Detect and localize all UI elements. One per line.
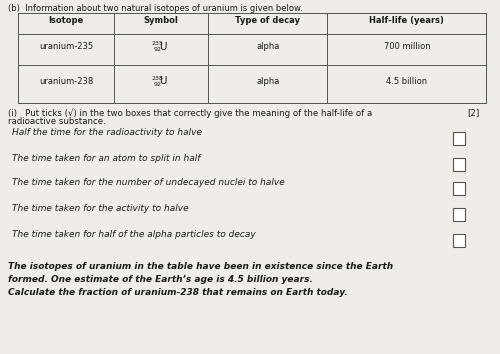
Text: U: U (160, 76, 167, 86)
Text: The time taken for the activity to halve: The time taken for the activity to halve (12, 204, 188, 213)
Text: The time taken for an atom to split in half: The time taken for an atom to split in h… (12, 154, 200, 163)
Text: Half-life (years): Half-life (years) (370, 16, 444, 25)
Text: 4.5 billion: 4.5 billion (386, 76, 428, 86)
Text: Isotope: Isotope (48, 16, 84, 25)
Text: radioactive substance.: radioactive substance. (8, 117, 106, 126)
Text: Half the time for the radioactivity to halve: Half the time for the radioactivity to h… (12, 128, 202, 137)
Text: 700 million: 700 million (384, 42, 430, 51)
Text: [2]: [2] (467, 108, 479, 117)
Text: alpha: alpha (256, 76, 280, 86)
Text: Calculate the fraction of uranium-238 that remains on Earth today.: Calculate the fraction of uranium-238 th… (8, 288, 347, 297)
Text: (i)   Put ticks (√) in the two boxes that correctly give the meaning of the half: (i) Put ticks (√) in the two boxes that … (8, 108, 372, 118)
Bar (452, 158, 466, 171)
Text: The time taken for the number of undecayed nuclei to halve: The time taken for the number of undecay… (12, 178, 284, 187)
Text: 92: 92 (154, 81, 162, 86)
Bar (452, 234, 466, 247)
Text: 238: 238 (152, 75, 163, 80)
Bar (452, 182, 466, 195)
Text: 92: 92 (154, 47, 162, 52)
Text: The isotopes of uranium in the table have been in existence since the Earth: The isotopes of uranium in the table hav… (8, 262, 393, 271)
Text: The time taken for half of the alpha particles to decay: The time taken for half of the alpha par… (12, 230, 256, 239)
Bar (18, 13, 486, 103)
Bar (452, 132, 466, 145)
Text: alpha: alpha (256, 42, 280, 51)
Text: (b)  Information about two natural isotopes of uranium is given below.: (b) Information about two natural isotop… (8, 4, 302, 13)
Text: Type of decay: Type of decay (236, 16, 300, 25)
Text: uranium-238: uranium-238 (39, 76, 93, 86)
Bar (452, 208, 466, 221)
Text: U: U (160, 41, 167, 51)
Text: 235: 235 (152, 41, 163, 46)
Text: formed. One estimate of the Earth’s age is 4.5 billion years.: formed. One estimate of the Earth’s age … (8, 275, 313, 284)
Text: Symbol: Symbol (144, 16, 178, 25)
Text: uranium-235: uranium-235 (39, 42, 93, 51)
